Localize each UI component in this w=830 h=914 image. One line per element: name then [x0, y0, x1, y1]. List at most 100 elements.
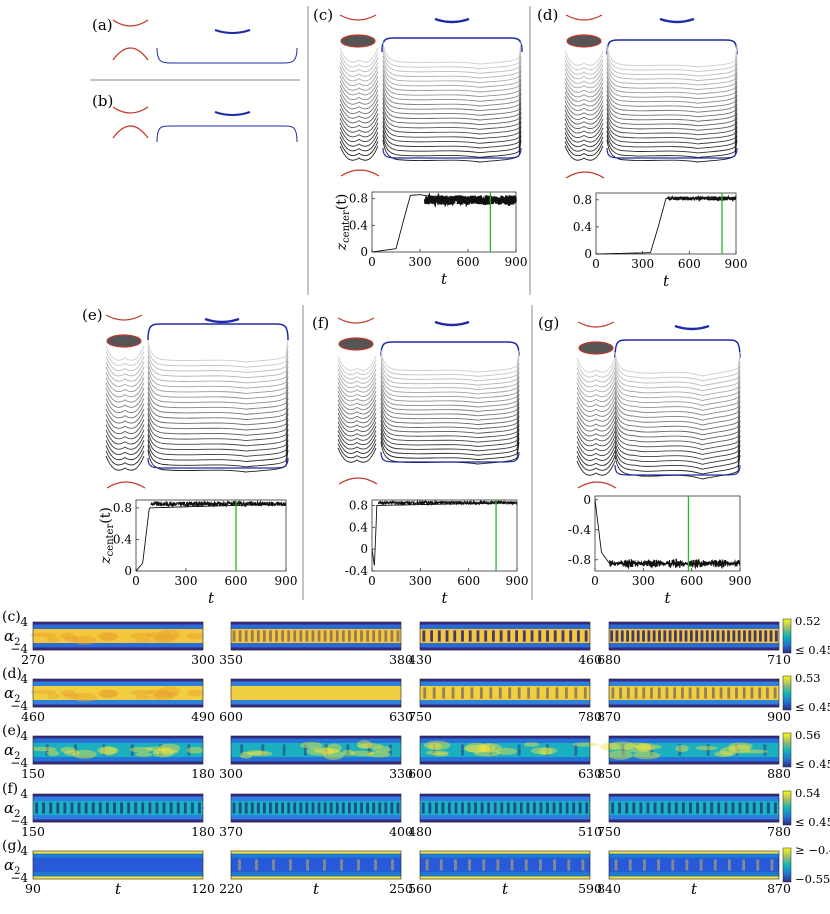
heat-stripe [493, 802, 497, 814]
heat-stripe [696, 802, 699, 814]
heat-blob [72, 692, 97, 702]
left-trace [564, 136, 604, 152]
heat-stripe [774, 802, 777, 814]
heat-stripe [323, 630, 327, 642]
heat-stripe [45, 744, 49, 756]
heat-stripe [84, 802, 88, 814]
heat-stripe [530, 630, 534, 642]
heat-blob [367, 751, 391, 758]
heat-blob [145, 746, 171, 751]
heat-stripe [323, 859, 326, 871]
heat-band [33, 750, 203, 758]
stack-f [337, 349, 520, 465]
right-trace [147, 408, 289, 431]
alpha-tick-top: 4 [20, 787, 28, 801]
heat-blob [186, 632, 204, 640]
heat-stripe [753, 630, 757, 642]
heat-stripe [735, 744, 738, 756]
heat-band [420, 761, 590, 765]
heat-stripe [347, 802, 351, 814]
heat-stripe [500, 802, 504, 814]
right-trace [147, 402, 289, 426]
heat-stripe [169, 802, 173, 814]
heat-blob [30, 689, 57, 695]
right-trace [147, 376, 289, 400]
heat-stripe [621, 744, 625, 756]
right-trace [380, 424, 520, 447]
heat-tick-left: 840 [597, 881, 621, 896]
heat-band [231, 794, 401, 797]
heat-stripe [299, 802, 303, 814]
right-trace [380, 428, 520, 452]
heat-stripe [620, 630, 624, 642]
heat-t-label: t [115, 880, 122, 898]
panel-label-c: (c) [313, 6, 333, 24]
x-tick-label: 900 [505, 255, 528, 269]
left-trace [564, 109, 604, 125]
heat-tick-right: 460 [578, 652, 602, 667]
right-trace [614, 356, 741, 382]
heat-blob [158, 743, 181, 753]
heat-tick-right: 490 [191, 709, 215, 724]
left-trace [105, 408, 145, 424]
heat-stripe [317, 802, 321, 814]
heat-blob [423, 740, 451, 751]
heat-stripe [42, 802, 46, 814]
x-axis-label: t [441, 589, 448, 607]
right-trace [147, 413, 289, 436]
heat-stripe [141, 802, 145, 814]
heat-blob [473, 749, 501, 757]
y-tick-label: 0 [360, 542, 368, 556]
right-trace [614, 381, 741, 406]
left-trace [564, 123, 604, 139]
heat-blob [72, 749, 97, 759]
heat-stripe [317, 630, 321, 642]
heat-stripe [299, 630, 303, 642]
heat-blob [728, 742, 753, 750]
heat-tick-left: 600 [219, 709, 243, 724]
colorbar-bottom-label: ≤ 0.45 [795, 815, 830, 829]
y-axis-label: zcenter(t) [334, 194, 352, 252]
heat-stripe [256, 630, 260, 642]
heat-stripe [748, 630, 752, 642]
heat-stripe [519, 802, 523, 814]
heat-stripe [262, 630, 266, 642]
heat-stripe [578, 802, 582, 814]
lower-profile-c [382, 147, 522, 159]
left-trace [564, 55, 604, 71]
heat-band [231, 679, 401, 682]
heatmap-row-label: (f) [2, 781, 18, 797]
left-trace [576, 397, 616, 412]
left-trace [105, 450, 145, 466]
heat-stripe [430, 630, 433, 642]
heat-stripe [667, 802, 671, 814]
heat-stripe [710, 802, 714, 814]
heat-stripe [711, 687, 715, 699]
heat-stripe [421, 802, 425, 814]
heat-stripe [492, 630, 495, 642]
top-profile-a [214, 29, 251, 34]
heat-stripe [305, 802, 309, 814]
heat-tick-right: 330 [389, 766, 413, 781]
heat-band [420, 858, 590, 866]
left-trace [564, 132, 604, 148]
right-trace [382, 102, 522, 126]
right-trace [380, 367, 520, 390]
heat-band [609, 750, 779, 758]
panel-label-g: (g) [538, 314, 559, 332]
lower-arc-c [340, 169, 380, 177]
heat-blob [739, 749, 768, 754]
right-trace [147, 449, 289, 473]
heat-stripe [357, 859, 360, 871]
x-tick-label: 900 [275, 574, 298, 588]
heat-band [231, 865, 401, 873]
heat-band [609, 815, 779, 820]
right-trace [606, 49, 738, 72]
heat-band [33, 636, 203, 644]
heat-blob [357, 743, 384, 749]
colorbar-top-label: 0.56 [795, 728, 821, 742]
left-trace [564, 68, 604, 84]
left-trace [337, 447, 377, 463]
